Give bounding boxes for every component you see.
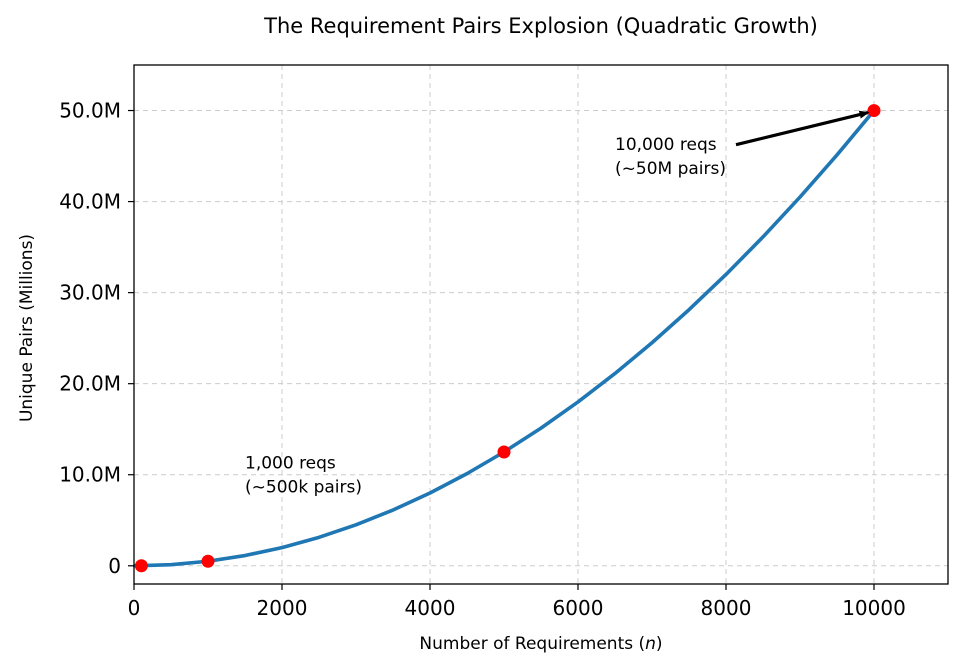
y-tick-label: 10.0M xyxy=(59,463,121,487)
annotation-line: 1,000 reqs xyxy=(245,454,336,474)
annotation-line: 10,000 reqs xyxy=(615,135,717,155)
plot-frame xyxy=(133,64,949,585)
annotation-line: (~500k pairs) xyxy=(245,478,362,498)
x-tick-label: 8000 xyxy=(701,596,752,620)
y-axis-label: Unique Pairs (Millions) xyxy=(17,234,37,422)
x-axis-label: Number of Requirements (n) xyxy=(419,634,662,654)
x-tick-label: 0 xyxy=(128,596,141,620)
annotation-text-2: 10,000 reqs (~50M pairs) xyxy=(615,135,726,179)
y-axis: 0 10.0M 20.0M 30.0M 40.0M 50.0M xyxy=(59,99,134,578)
data-point-marker xyxy=(201,554,215,568)
annotation-text-1: 1,000 reqs (~500k pairs) xyxy=(245,454,362,498)
x-tick-label: 6000 xyxy=(553,596,604,620)
chart-title: The Requirement Pairs Explosion (Quadrat… xyxy=(263,14,818,38)
x-axis-label-variable: n xyxy=(645,634,656,654)
y-tick-label: 30.0M xyxy=(59,281,121,305)
x-axis-label-suffix: ) xyxy=(656,634,663,654)
series-layer xyxy=(132,104,881,573)
annotation-arrow xyxy=(735,110,870,147)
x-axis: 0 2000 4000 6000 8000 10000 xyxy=(128,584,906,620)
grid xyxy=(133,65,948,584)
y-tick-label: 0 xyxy=(108,554,121,578)
data-point-marker xyxy=(497,445,511,459)
y-tick-label: 50.0M xyxy=(59,99,121,123)
x-tick-label: 2000 xyxy=(257,596,308,620)
y-tick-label: 20.0M xyxy=(59,372,121,396)
y-tick-label: 40.0M xyxy=(59,190,121,214)
annotation-layer: 1,000 reqs (~500k pairs) 10,000 reqs (~50M … xyxy=(245,110,870,498)
x-tick-label: 10000 xyxy=(842,596,906,620)
data-point-marker xyxy=(134,559,148,573)
x-axis-label-prefix: Number of Requirements ( xyxy=(419,634,645,654)
data-point-marker xyxy=(867,104,881,118)
annotation-line: (~50M pairs) xyxy=(615,159,726,179)
x-tick-label: 4000 xyxy=(405,596,456,620)
